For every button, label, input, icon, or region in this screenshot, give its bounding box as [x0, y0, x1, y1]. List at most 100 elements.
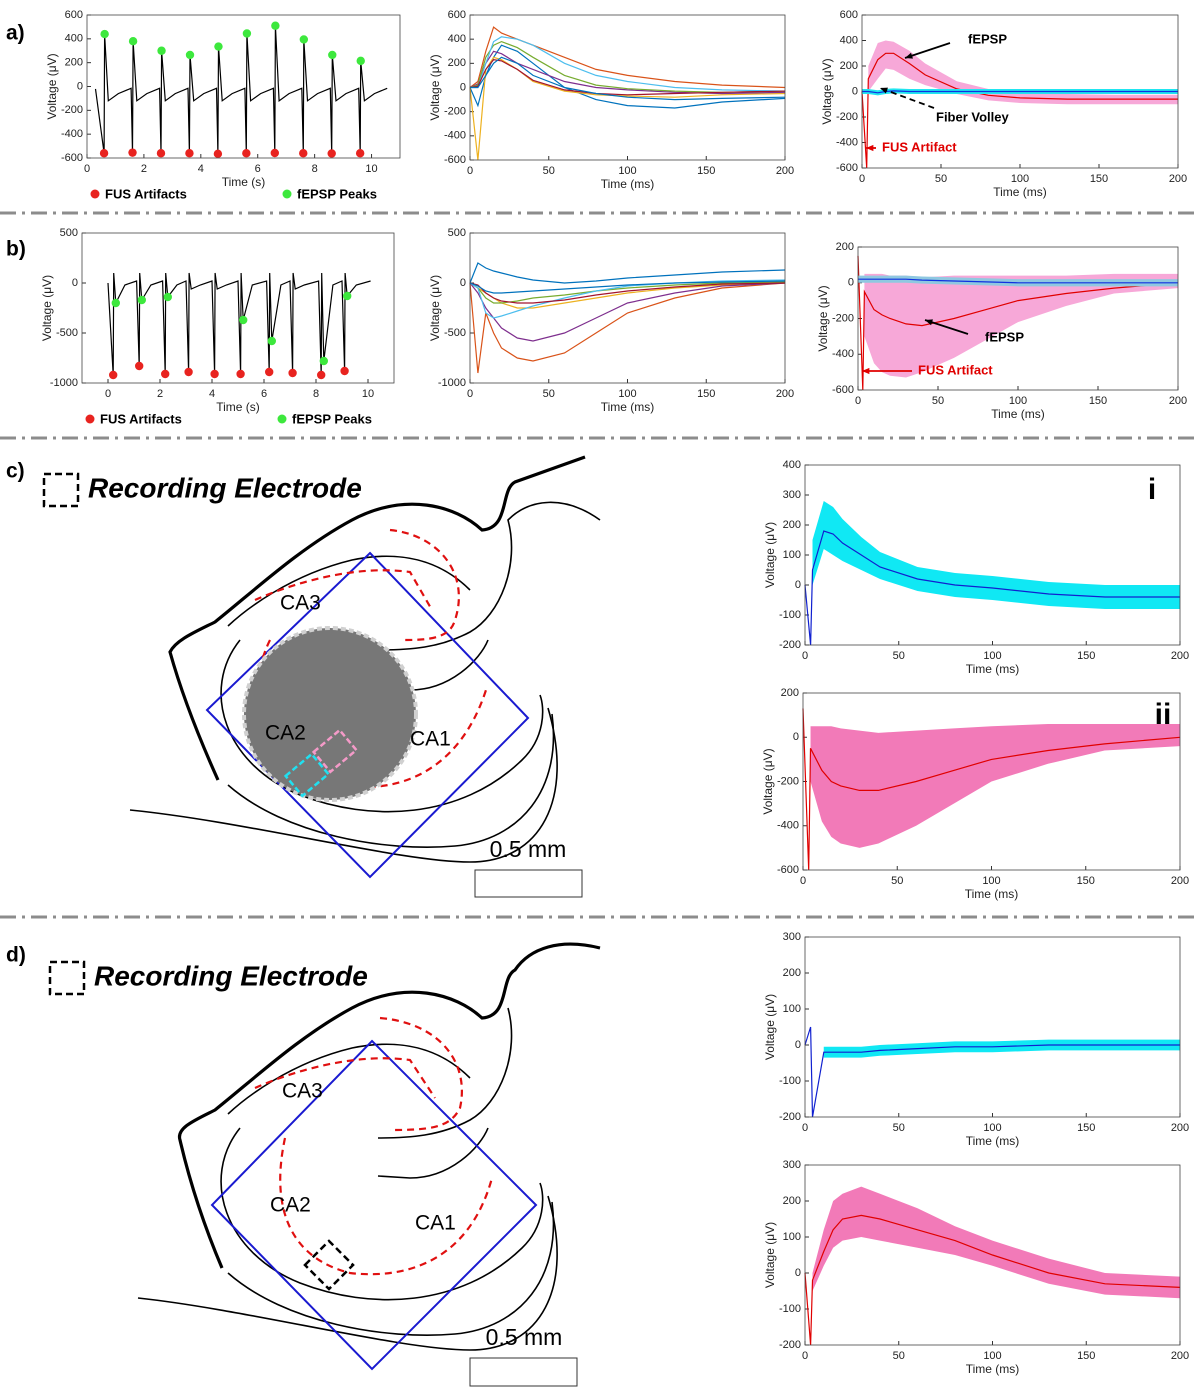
marker	[157, 46, 166, 55]
legend-marker	[85, 414, 95, 424]
plot-frame	[86, 14, 401, 159]
trace	[469, 281, 786, 304]
electrode-i	[283, 752, 331, 798]
x-tick-label: 2	[141, 163, 147, 175]
x-tick-label: 10	[362, 388, 374, 400]
y-axis-label: Voltage (μV)	[761, 748, 775, 814]
marker	[340, 366, 349, 376]
y-tick-label: 600	[840, 9, 858, 21]
y-tick-label: -400	[777, 820, 799, 832]
plot-frame	[469, 232, 786, 384]
marker	[239, 315, 248, 325]
y-tick-label: 200	[448, 57, 466, 69]
y-tick-label: 500	[60, 227, 78, 239]
y-tick-label: -600	[836, 162, 858, 174]
legend-marker	[282, 189, 292, 199]
y-axis-label: Voltage (μV)	[763, 994, 777, 1060]
marker	[242, 29, 252, 38]
y-tick-label: 200	[783, 519, 801, 531]
y-tick-label: 200	[65, 57, 83, 69]
cell-layer	[254, 1057, 436, 1099]
trace	[804, 1026, 1180, 1118]
plot-frame	[469, 14, 786, 161]
marker	[111, 298, 121, 308]
trace	[107, 272, 371, 376]
error-band	[858, 275, 1178, 287]
x-tick-label: 0	[105, 388, 111, 400]
trace	[469, 40, 786, 93]
panel-label: a)	[6, 22, 25, 45]
trace	[861, 52, 1178, 169]
y-tick-label: 0	[72, 277, 78, 289]
y-tick-label: -600	[832, 384, 854, 396]
y-axis-label: Voltage (μV)	[820, 58, 834, 124]
error-band	[810, 723, 1180, 848]
y-tick-label: -200	[779, 1111, 801, 1123]
annotation: fEPSP	[968, 31, 1007, 46]
x-tick-label: 100	[983, 1350, 1001, 1362]
x-tick-label: 50	[891, 875, 903, 887]
trace	[862, 90, 1178, 94]
x-axis-label: Time (ms)	[601, 400, 655, 414]
annotation-arrow	[924, 319, 969, 335]
y-axis-label: Voltage (μV)	[45, 53, 59, 119]
legend-box	[48, 960, 86, 996]
cell-layer	[379, 1016, 463, 1132]
y-tick-label: 300	[783, 489, 801, 501]
plot-area	[87, 15, 400, 158]
x-tick-label: 200	[1169, 173, 1187, 185]
marker	[185, 149, 194, 158]
trace	[857, 255, 1179, 391]
marker	[128, 148, 137, 157]
trace	[94, 25, 388, 154]
x-tick-label: 50	[543, 388, 555, 400]
x-tick-label: 0	[802, 1122, 808, 1134]
panel-label: c)	[6, 460, 25, 483]
x-tick-label: 200	[776, 165, 794, 177]
y-tick-label: -400	[836, 136, 858, 148]
scale-label: 0.5 mm	[490, 836, 567, 862]
x-tick-label: 100	[983, 1122, 1001, 1134]
y-tick-label: -200	[779, 639, 801, 651]
annotation: ii	[1155, 698, 1172, 731]
panel-label: b)	[6, 238, 26, 261]
x-tick-label: 100	[618, 388, 636, 400]
x-axis-label: Time (ms)	[993, 185, 1047, 199]
legend-box	[42, 472, 80, 508]
y-axis-label: Voltage (μV)	[763, 1222, 777, 1288]
x-tick-label: 8	[312, 163, 318, 175]
imaging-window	[210, 1039, 538, 1371]
marker	[343, 291, 352, 301]
x-tick-label: 200	[776, 388, 794, 400]
x-tick-label: 50	[543, 165, 555, 177]
arrow-head	[880, 87, 888, 94]
y-tick-label: -200	[779, 1339, 801, 1351]
marker	[265, 367, 274, 377]
trace	[469, 262, 786, 284]
y-tick-label: 200	[840, 60, 858, 72]
y-tick-label: 200	[781, 687, 799, 699]
y-tick-label: 500	[448, 227, 466, 239]
marker	[356, 56, 365, 66]
y-tick-label: 400	[65, 33, 83, 45]
annotation: Fiber Volley	[936, 109, 1009, 124]
y-tick-label: 300	[783, 1159, 801, 1171]
legend-label: fEPSP Peaks	[292, 411, 372, 426]
y-tick-label: -1000	[50, 377, 78, 389]
y-tick-label: -200	[777, 775, 799, 787]
x-tick-label: 200	[1171, 875, 1189, 887]
panel-label: d)	[6, 944, 26, 967]
plot-frame	[804, 1164, 1181, 1346]
plot-frame	[802, 692, 1181, 871]
focus-area	[242, 626, 418, 802]
x-tick-label: 0	[802, 1350, 808, 1362]
region-label: CA2	[265, 722, 306, 745]
x-tick-label: 0	[802, 650, 808, 662]
marker	[214, 42, 223, 51]
y-tick-label: -200	[444, 106, 466, 118]
y-tick-label: -100	[779, 1303, 801, 1315]
outline	[168, 455, 586, 781]
arrow-head	[862, 367, 870, 375]
outline	[227, 713, 555, 848]
marker	[271, 21, 280, 30]
